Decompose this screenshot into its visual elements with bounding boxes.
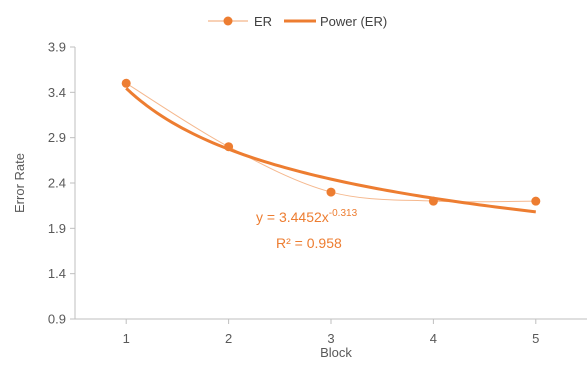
er-data-point: [531, 196, 541, 206]
y-tick-label: 2.4: [48, 176, 66, 191]
er-data-point: [224, 142, 234, 152]
trendline-equation: y = 3.4452x-0.313: [256, 208, 358, 225]
equation-exponent: -0.313: [329, 208, 358, 219]
y-axis-ticks: 0.9 1.4 1.9 2.4 2.9 3.4 3.9: [48, 40, 75, 327]
y-tick-label: 3.9: [48, 40, 66, 55]
y-tick-label: 1.9: [48, 221, 66, 236]
y-axis-title: Error Rate: [12, 153, 27, 213]
x-tick-label: 4: [430, 331, 437, 346]
legend-power-label: Power (ER): [320, 14, 387, 29]
series-power-trendline: [125, 87, 536, 214]
x-axis-ticks: 1 2 3 4 5: [123, 319, 539, 346]
y-tick-label: 3.4: [48, 85, 66, 100]
series-er-line: [125, 82, 536, 203]
y-tick-label: 2.9: [48, 130, 66, 145]
er-data-point: [121, 78, 131, 88]
legend-er-label: ER: [254, 14, 272, 29]
er-data-point: [326, 187, 336, 197]
equation-base: y = 3.4452x: [256, 209, 329, 225]
er-data-point: [428, 196, 438, 206]
legend-er-marker: [223, 16, 233, 26]
x-tick-label: 5: [532, 331, 539, 346]
x-tick-label: 1: [123, 331, 130, 346]
y-tick-label: 1.4: [48, 266, 66, 281]
legend: ER Power (ER): [208, 14, 387, 29]
y-tick-label: 0.9: [48, 312, 66, 327]
x-axis-title: Block: [320, 345, 352, 360]
series-er-points: [121, 78, 541, 206]
trendline-r-squared: R² = 0.958: [276, 235, 342, 251]
x-tick-label: 2: [225, 331, 232, 346]
x-tick-label: 3: [327, 331, 334, 346]
